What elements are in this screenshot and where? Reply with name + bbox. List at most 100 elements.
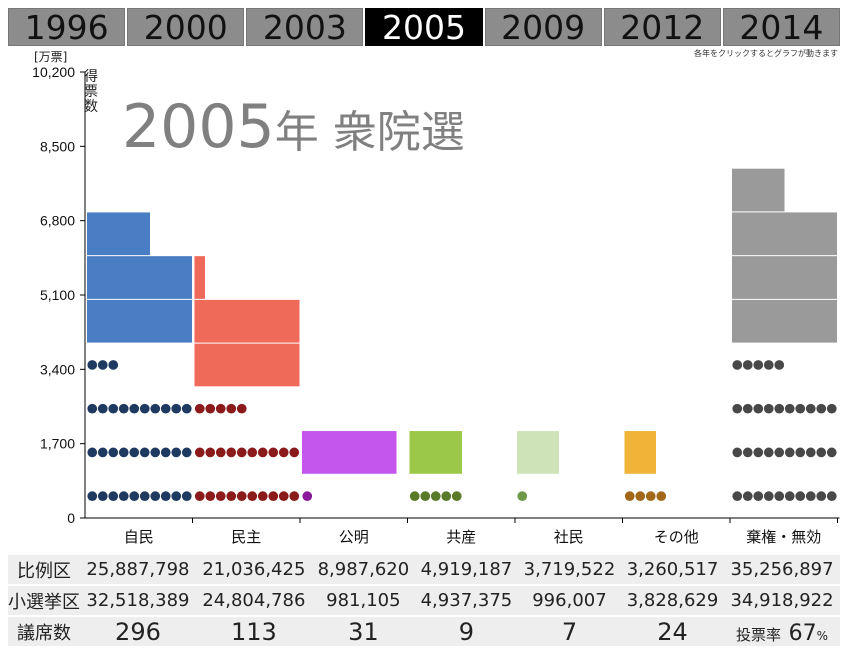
- district-vote-mark: [257, 491, 268, 501]
- y-axis: 0 1,700 3,400 5,100 6,800 8,500 10,200: [32, 64, 840, 526]
- table-cell: 24: [620, 617, 725, 646]
- bars: [87, 168, 837, 501]
- district-vote-mark: [205, 403, 216, 414]
- district-vote-mark: [160, 491, 171, 501]
- y-tick-label: 3,400: [40, 361, 75, 377]
- table-cell: 296: [80, 617, 196, 646]
- district-vote-mark: [129, 403, 140, 414]
- table-cell: 3,828,629: [620, 586, 725, 615]
- proportional-vote-row: [194, 299, 300, 343]
- title-year: 2005: [122, 92, 275, 162]
- turnout-unit: %: [816, 628, 829, 643]
- district-vote-mark: [795, 491, 806, 501]
- turnout-value: 67: [788, 620, 817, 646]
- proportional-vote-row: [87, 212, 150, 256]
- district-vote-mark: [517, 491, 528, 501]
- chart-title: 2005年 衆院選: [122, 92, 465, 162]
- district-vote-mark: [805, 403, 816, 414]
- district-vote-mark: [441, 491, 452, 501]
- x-tick-label: 民主: [231, 528, 261, 546]
- district-vote-mark: [87, 447, 98, 458]
- row-label: 議席数: [8, 617, 80, 646]
- district-vote-mark: [826, 447, 837, 458]
- proportional-vote-row: [302, 431, 397, 474]
- table-cell: 35,256,897: [724, 555, 840, 584]
- table-cell: 25,887,798: [80, 555, 196, 584]
- proportional-vote-row: [732, 168, 785, 212]
- tab-2003[interactable]: 2003: [246, 8, 364, 47]
- y-tick-label: 1,700: [40, 436, 75, 452]
- district-vote-mark: [732, 360, 743, 370]
- district-vote-mark: [215, 403, 226, 414]
- district-vote-mark: [451, 491, 462, 501]
- district-vote-mark: [784, 491, 795, 501]
- title-suffix: 年 衆院選: [274, 107, 465, 158]
- district-vote-mark: [257, 447, 268, 458]
- district-vote-mark: [194, 491, 205, 501]
- district-vote-mark: [194, 403, 205, 414]
- district-vote-mark: [205, 447, 216, 458]
- table-cell: 981,105: [311, 586, 415, 615]
- district-vote-mark: [805, 491, 816, 501]
- district-vote-mark: [805, 447, 816, 458]
- table-row-district: 小選挙区 32,518,389 24,804,786 981,105 4,937…: [8, 586, 840, 615]
- tab-2005[interactable]: 2005: [365, 8, 483, 47]
- district-vote-mark: [215, 491, 226, 501]
- district-vote-mark: [774, 403, 785, 414]
- row-label: 小選挙区: [8, 586, 80, 615]
- district-vote-mark: [87, 491, 98, 501]
- district-vote-mark: [742, 360, 753, 370]
- district-vote-mark: [816, 491, 827, 501]
- y-tick-label: 10,200: [32, 64, 75, 80]
- table-cell: 34,918,922: [724, 586, 840, 615]
- district-vote-mark: [430, 491, 441, 501]
- y-tick-label: 0: [67, 510, 75, 526]
- district-vote-mark: [97, 491, 108, 501]
- district-vote-mark: [97, 403, 108, 414]
- y-tick-label: 5,100: [40, 287, 75, 303]
- district-vote-mark: [763, 447, 774, 458]
- proportional-vote-row: [624, 431, 656, 474]
- district-vote-mark: [150, 403, 161, 414]
- district-vote-mark: [753, 403, 764, 414]
- district-vote-mark: [171, 403, 182, 414]
- district-vote-mark: [289, 491, 300, 501]
- district-vote-mark: [108, 403, 119, 414]
- district-vote-mark: [226, 491, 237, 501]
- district-vote-mark: [236, 447, 247, 458]
- tab-2000[interactable]: 2000: [127, 8, 245, 47]
- turnout-label: 投票率: [735, 625, 781, 644]
- x-axis-labels: 自民 民主 公明 共産 社民 その他 棄権・無効: [124, 518, 838, 546]
- table-row-proportional: 比例区 25,887,798 21,036,425 8,987,620 4,91…: [8, 555, 840, 584]
- district-vote-mark: [226, 403, 237, 414]
- proportional-vote-row: [194, 256, 205, 299]
- y-tick-label: 6,800: [40, 213, 75, 229]
- tab-2012[interactable]: 2012: [603, 8, 721, 47]
- y-tick-label: 8,500: [40, 138, 75, 154]
- district-vote-mark: [289, 447, 300, 458]
- district-vote-mark: [108, 447, 119, 458]
- district-vote-mark: [278, 491, 289, 501]
- district-vote-mark: [656, 491, 667, 501]
- tab-2009[interactable]: 2009: [484, 8, 602, 47]
- y-axis-label: 得票数: [84, 69, 98, 115]
- district-vote-mark: [118, 403, 129, 414]
- district-vote-mark: [816, 447, 827, 458]
- district-vote-mark: [139, 403, 150, 414]
- hint-text: 各年をクリックするとグラフが動きます: [694, 49, 838, 58]
- district-vote-mark: [732, 491, 743, 501]
- district-vote-mark: [624, 491, 635, 501]
- district-vote-mark: [247, 447, 258, 458]
- district-vote-mark: [236, 403, 247, 414]
- table-cell: 3,719,522: [517, 555, 621, 584]
- district-vote-mark: [774, 360, 785, 370]
- row-label: 比例区: [8, 555, 80, 584]
- district-vote-mark: [732, 403, 743, 414]
- district-vote-mark: [774, 491, 785, 501]
- tab-1996[interactable]: 1996: [8, 8, 126, 47]
- district-vote-mark: [236, 491, 247, 501]
- district-vote-mark: [753, 491, 764, 501]
- table-cell: 996,007: [517, 586, 621, 615]
- district-vote-mark: [763, 403, 774, 414]
- tab-2014[interactable]: 2014: [722, 8, 840, 47]
